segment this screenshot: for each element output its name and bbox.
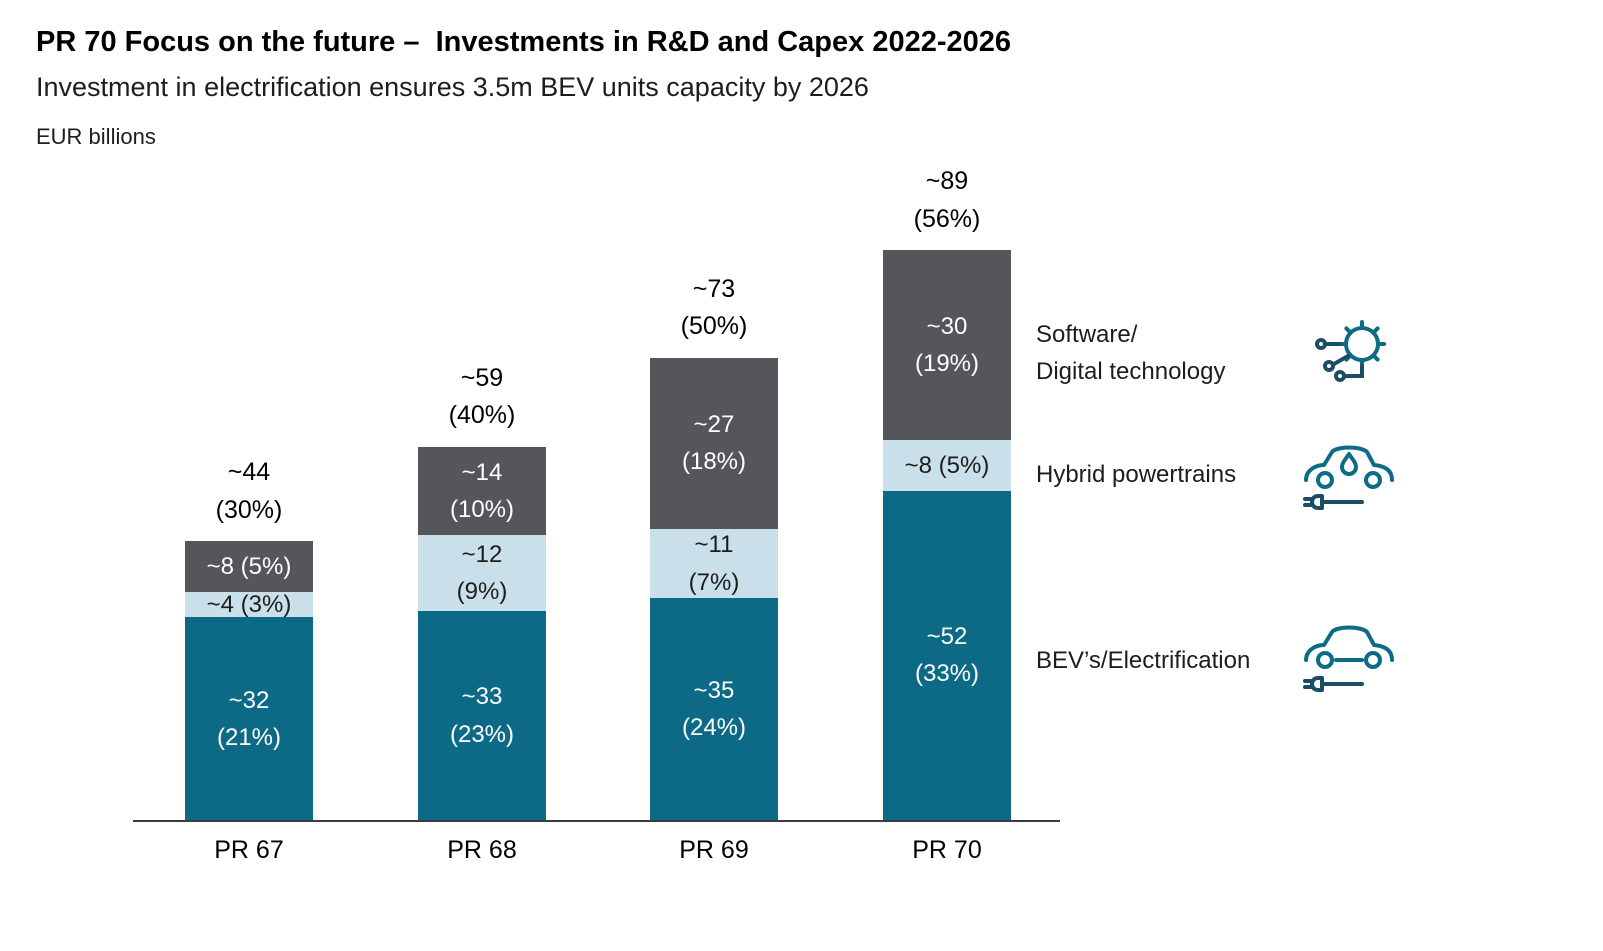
legend-label-line: Software/ — [1036, 321, 1138, 348]
hybrid-powertrain-icon — [1303, 445, 1394, 510]
segment-value-label: (21%) — [216, 723, 282, 751]
segment-value-label: ~32 — [228, 686, 270, 714]
bar-segment-pr-70-hybrid-powertrains: ~8 (5%) — [883, 440, 1011, 491]
bar-segment-pr-68-software-digital-technology: ~14 (10%) — [418, 446, 546, 536]
bar-segment-pr-68-bev-s-electrification: ~33 (23%) — [418, 611, 546, 820]
total-label-line: (50%) — [680, 312, 748, 341]
total-label-line: ~89 — [925, 167, 969, 196]
legend-label-line: BEV’s/Electrification — [1036, 647, 1251, 674]
segment-value-label: ~27 — [693, 411, 735, 439]
legend-label-hybrid: Hybrid powertrains — [1036, 456, 1236, 493]
x-axis-line — [133, 820, 1060, 822]
bar-segment-pr-67-bev-s-electrification: ~32 (21%) — [185, 617, 313, 820]
bar-segment-pr-69-bev-s-electrification: ~35 (24%) — [650, 598, 778, 820]
segment-value-label: ~11 — [694, 531, 734, 559]
segment-value-label: ~8 (5%) — [206, 553, 292, 581]
bar-segment-pr-68-hybrid-powertrains: ~12 (9%) — [418, 535, 546, 612]
segment-value-label: ~30 — [926, 313, 968, 341]
segment-value-label: (23%) — [449, 720, 515, 748]
segment-value-label: ~33 — [461, 683, 503, 711]
bar-segment-pr-69-hybrid-powertrains: ~11 (7%) — [650, 528, 778, 599]
total-label-line: ~59 — [460, 363, 504, 392]
x-axis-category-label-pr-70: PR 70 — [912, 836, 982, 864]
bar-total-label-pr-68: ~59 (40%) — [368, 360, 596, 435]
segment-value-label: (7%) — [688, 568, 740, 596]
page-subtitle: Investment in electrification ensures 3.… — [36, 72, 869, 102]
total-label-line: (56%) — [913, 204, 981, 233]
segment-value-label: ~8 (5%) — [904, 451, 990, 479]
legend-label-bev: BEV’s/Electrification — [1036, 642, 1250, 679]
segment-value-label: (9%) — [456, 578, 508, 606]
legend-label-line: Hybrid powertrains — [1036, 461, 1237, 488]
segment-value-label: (24%) — [681, 714, 747, 742]
bar-segment-pr-67-hybrid-powertrains: ~4 (3%) — [185, 591, 313, 618]
legend-label-line: Digital technology — [1036, 358, 1226, 386]
segment-value-label: (18%) — [681, 448, 747, 476]
segment-value-label: ~14 — [461, 458, 503, 486]
segment-value-label: ~4 (3%) — [206, 591, 292, 619]
segment-value-label: ~35 — [693, 677, 735, 705]
bar-segment-pr-69-software-digital-technology: ~27 (18%) — [650, 357, 778, 529]
bar-segment-pr-70-software-digital-technology: ~30 (19%) — [883, 250, 1011, 441]
bar-segment-pr-67-software-digital-technology: ~8 (5%) — [185, 541, 313, 593]
x-axis-category-label-pr-68: PR 68 — [447, 836, 517, 864]
total-label-line: (40%) — [448, 401, 516, 430]
x-axis-category-label-pr-69: PR 69 — [679, 836, 749, 864]
legend-label-software: Software/ Digital technology — [1036, 316, 1225, 390]
x-axis-category-label-pr-67: PR 67 — [214, 836, 284, 864]
segment-value-label: (10%) — [449, 495, 515, 523]
bar-total-label-pr-67: ~44 (30%) — [135, 454, 363, 529]
bev-electrification-icon — [1303, 625, 1394, 692]
segment-value-label: (19%) — [914, 350, 980, 378]
bar-segment-pr-70-bev-s-electrification: ~52 (33%) — [883, 490, 1011, 820]
segment-value-label: ~12 — [461, 540, 503, 568]
software-digital-icon — [1315, 320, 1386, 382]
segment-value-label: (33%) — [914, 660, 980, 688]
bar-total-label-pr-70: ~89 (56%) — [833, 163, 1061, 238]
total-label-line: ~44 — [227, 458, 271, 487]
page-title: PR 70 Focus on the future – Investments … — [36, 26, 1012, 58]
units-label: EUR billions — [36, 124, 156, 149]
total-label-line: ~73 — [692, 274, 736, 303]
bar-total-label-pr-69: ~73 (50%) — [600, 271, 828, 346]
segment-value-label: ~52 — [926, 623, 968, 651]
total-label-line: (30%) — [215, 495, 283, 524]
